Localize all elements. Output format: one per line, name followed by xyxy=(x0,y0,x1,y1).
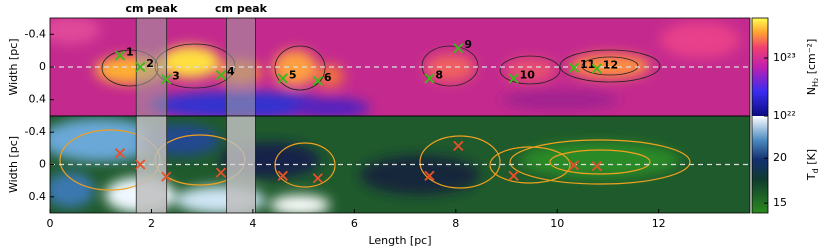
marker xyxy=(114,50,126,61)
marker-label: 10 xyxy=(520,68,536,81)
marker xyxy=(424,170,435,181)
x-tick-label: 2 xyxy=(148,217,155,230)
marker xyxy=(591,63,602,74)
x-axis-label: Length [pc] xyxy=(368,234,431,247)
colorbar-label-main: N xyxy=(805,87,818,95)
colorbar-label: Td [K] xyxy=(805,149,820,181)
marker-label: 12 xyxy=(603,59,618,72)
marker xyxy=(424,73,435,84)
marker xyxy=(568,160,580,171)
colorbar xyxy=(752,18,768,116)
marker xyxy=(312,173,323,184)
marker xyxy=(215,167,227,178)
marker xyxy=(453,43,464,54)
colorbar-tick-label: 10²² xyxy=(773,109,796,122)
y-tick-label: -0.4 xyxy=(25,125,46,138)
x-tick-label: 12 xyxy=(652,217,666,230)
band-label: cm peak xyxy=(126,2,179,15)
marker xyxy=(312,75,323,87)
marker-label: 4 xyxy=(227,65,235,78)
y-tick-label: 0.4 xyxy=(29,93,47,106)
colorbar-tick-label: 10²³ xyxy=(773,51,796,64)
band-label: cm peak xyxy=(215,2,268,15)
x-tick-label: 8 xyxy=(452,217,459,230)
marker xyxy=(568,62,580,73)
colorbar-label-main: T xyxy=(805,173,818,181)
colorbar xyxy=(752,116,768,213)
marker xyxy=(215,70,227,81)
y-tick-label: 0 xyxy=(39,158,46,171)
marker-label: 11 xyxy=(580,58,595,71)
marker xyxy=(161,74,172,85)
colorbar-tick-label: 15 xyxy=(773,196,787,209)
x-tick-label: 6 xyxy=(351,217,358,230)
column-density-map xyxy=(50,18,750,116)
colorbar-label-unit: [K] xyxy=(805,149,818,168)
colorbar-label-sub: d xyxy=(811,168,820,173)
marker-label: 2 xyxy=(146,57,154,70)
marker xyxy=(453,140,464,152)
y-tick-label: 0.4 xyxy=(29,190,47,203)
marker-label: 9 xyxy=(464,38,472,51)
x-tick-label: 0 xyxy=(47,217,54,230)
y-axis-label: Width [pc] xyxy=(7,38,20,95)
y-tick-label: 0 xyxy=(39,60,46,73)
x-tick-label: 10 xyxy=(550,217,564,230)
colorbar-tick-label: 20 xyxy=(773,151,787,164)
colorbar-label-sub: H₂ xyxy=(811,78,820,87)
marker xyxy=(508,73,519,84)
marker-label: 5 xyxy=(289,68,297,81)
marker xyxy=(161,171,172,182)
x-tick-label: 4 xyxy=(249,217,256,230)
marker-label: 6 xyxy=(324,71,332,84)
colorbar-label: NH₂ [cm⁻²] xyxy=(805,39,820,96)
marker-label: 8 xyxy=(435,68,443,81)
marker xyxy=(591,160,602,172)
marker-label: 1 xyxy=(126,46,134,59)
marker xyxy=(277,170,288,181)
marker xyxy=(508,170,519,181)
marker xyxy=(277,73,288,84)
marker xyxy=(135,159,146,170)
colorbar-label-unit: [cm⁻²] xyxy=(805,39,818,78)
marker xyxy=(135,61,146,73)
y-tick-label: -0.4 xyxy=(25,27,46,40)
y-axis-label: Width [pc] xyxy=(7,136,20,193)
marker-label: 3 xyxy=(172,69,180,82)
marker xyxy=(114,148,126,159)
